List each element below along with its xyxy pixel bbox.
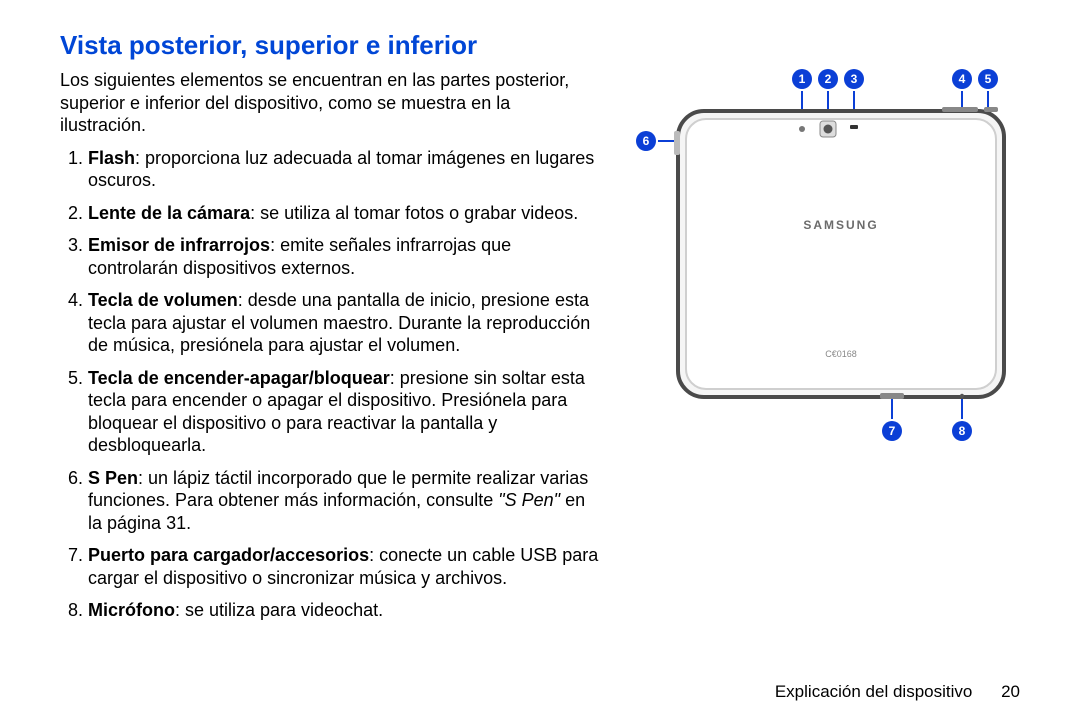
item-label: Lente de la cámara [88,203,250,223]
footer-page-number: 20 [1001,682,1020,702]
section-heading: Vista posterior, superior e inferior [60,30,1020,61]
intro-paragraph: Los siguientes elementos se encuentran e… [60,69,600,137]
left-column: Los siguientes elementos se encuentran e… [60,69,600,632]
item-label: Flash [88,148,135,168]
device-diagram: SAMSUNG C€0168 1 2 3 4 5 6 7 8 [636,69,1016,449]
list-item: Tecla de encender-apagar/bloquear: presi… [88,367,600,457]
item-text: : se utiliza al tomar fotos o grabar vid… [250,203,578,223]
footer-section: Explicación del dispositivo [775,682,973,701]
item-label: Emisor de infrarrojos [88,235,270,255]
callout-8: 8 [952,421,972,441]
item-text: : se utiliza para videochat. [175,600,383,620]
callout-6: 6 [636,131,656,151]
brand-text: SAMSUNG [803,218,878,232]
callout-7: 7 [882,421,902,441]
page-footer: Explicación del dispositivo 20 [775,682,1020,702]
list-item: Flash: proporciona luz adecuada al tomar… [88,147,600,192]
item-reference: "S Pen" [498,490,560,510]
list-item: S Pen: un lápiz táctil incorporado que l… [88,467,600,535]
list-item: Puerto para cargador/accesorios: conecte… [88,544,600,589]
list-item: Lente de la cámara: se utiliza al tomar … [88,202,600,225]
item-label: Tecla de encender-apagar/bloquear [88,368,390,388]
item-text: : proporciona luz adecuada al tomar imág… [88,148,594,191]
ce-text: C€0168 [825,349,857,359]
callout-4: 4 [952,69,972,89]
list-item: Tecla de volumen: desde una pantalla de … [88,289,600,357]
item-label: S Pen [88,468,138,488]
list-item: Micrófono: se utiliza para videochat. [88,599,600,622]
item-label: Puerto para cargador/accesorios [88,545,369,565]
list-item: Emisor de infrarrojos: emite señales inf… [88,234,600,279]
item-label: Micrófono [88,600,175,620]
item-label: Tecla de volumen [88,290,238,310]
device-svg: SAMSUNG C€0168 [636,69,1016,449]
right-column: SAMSUNG C€0168 1 2 3 4 5 6 7 8 [630,69,1020,632]
callout-5: 5 [978,69,998,89]
callout-1: 1 [792,69,812,89]
item-list: Flash: proporciona luz adecuada al tomar… [60,147,600,622]
callout-2: 2 [818,69,838,89]
callout-3: 3 [844,69,864,89]
